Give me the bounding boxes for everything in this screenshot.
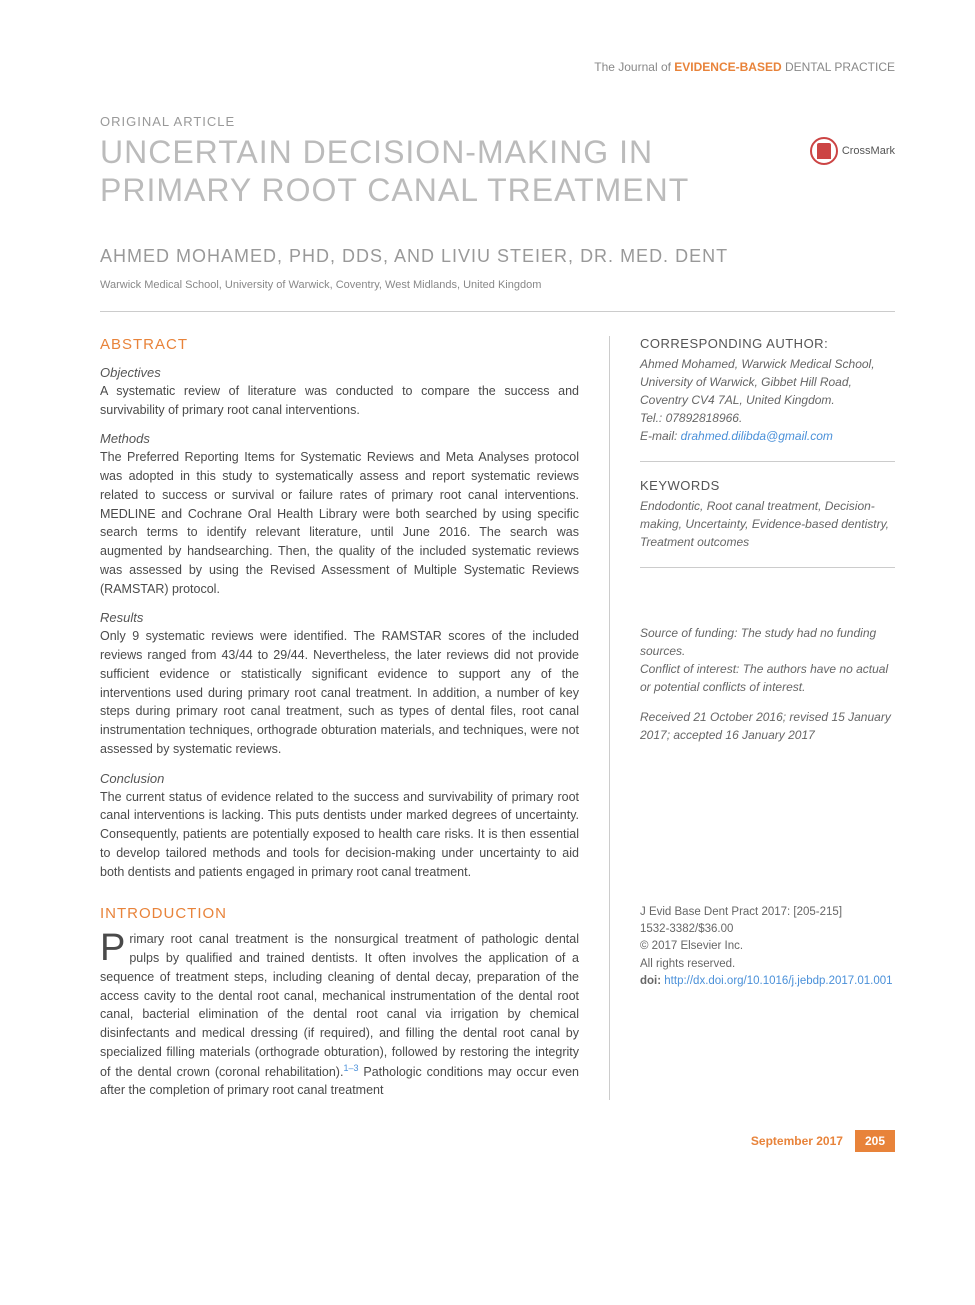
publication-info: J Evid Base Dent Pract 2017: [205-215] 1… <box>640 904 895 990</box>
email-label: E-mail: <box>640 429 681 443</box>
crossmark-label: CrossMark <box>842 145 895 157</box>
doi-link[interactable]: http://dx.doi.org/10.1016/j.jebdp.2017.0… <box>664 975 892 987</box>
affiliation: Warwick Medical School, University of Wa… <box>100 279 895 291</box>
side-divider <box>640 461 895 462</box>
corresponding-text: Ahmed Mohamed, Warwick Medical School, U… <box>640 355 895 445</box>
side-column: CORRESPONDING AUTHOR: Ahmed Mohamed, War… <box>610 336 895 1100</box>
introduction-text: Primary root canal treatment is the nons… <box>100 930 579 1100</box>
article-type: ORIGINAL ARTICLE <box>100 114 895 129</box>
methods-label: Methods <box>100 431 579 446</box>
journal-highlight: EVIDENCE-BASED <box>674 60 781 74</box>
corresponding-address: Ahmed Mohamed, Warwick Medical School, U… <box>640 357 875 407</box>
article-title: UNCERTAIN DECISION-MAKING IN PRIMARY ROO… <box>100 133 790 210</box>
intro-part1: rimary root canal treatment is the nonsu… <box>100 932 579 1078</box>
journal-suffix: DENTAL PRACTICE <box>782 60 895 74</box>
objectives-label: Objectives <box>100 365 579 380</box>
methods-text: The Preferred Reporting Items for System… <box>100 448 579 598</box>
footer-date: September 2017 <box>751 1134 843 1148</box>
footer-page-number: 205 <box>855 1130 895 1152</box>
authors: AHMED MOHAMED, PHD, DDS, AND LIVIU STEIE… <box>100 246 895 267</box>
doi-label: doi: <box>640 975 664 987</box>
corresponding-tel: Tel.: 07892818966. <box>640 411 742 425</box>
dates-text: Received 21 October 2016; revised 15 Jan… <box>640 708 895 744</box>
abstract-heading: ABSTRACT <box>100 336 579 353</box>
results-label: Results <box>100 610 579 625</box>
journal-header: The Journal of EVIDENCE-BASED DENTAL PRA… <box>100 60 895 74</box>
conclusion-label: Conclusion <box>100 771 579 786</box>
corresponding-heading: CORRESPONDING AUTHOR: <box>640 336 895 351</box>
reference-link[interactable]: 1–3 <box>343 1063 358 1073</box>
main-column: ABSTRACT Objectives A systematic review … <box>100 336 610 1100</box>
page-footer: September 2017 205 <box>100 1130 895 1152</box>
keywords-text: Endodontic, Root canal treatment, Decisi… <box>640 497 895 551</box>
journal-prefix: The Journal of <box>594 60 674 74</box>
issn: 1532-3382/$36.00 <box>640 921 895 938</box>
divider <box>100 311 895 312</box>
conflict-text: Conflict of interest: The authors have n… <box>640 660 895 696</box>
citation: J Evid Base Dent Pract 2017: [205-215] <box>640 904 895 921</box>
dropcap: P <box>100 930 129 964</box>
objectives-text: A systematic review of literature was co… <box>100 382 579 420</box>
introduction-heading: INTRODUCTION <box>100 905 579 922</box>
copyright: © 2017 Elsevier Inc. <box>640 938 895 955</box>
crossmark-icon <box>810 137 838 165</box>
conclusion-text: The current status of evidence related t… <box>100 788 579 882</box>
funding-text: Source of funding: The study had no fund… <box>640 624 895 660</box>
email-link[interactable]: drahmed.dilibda@gmail.com <box>681 429 833 443</box>
keywords-heading: KEYWORDS <box>640 478 895 493</box>
crossmark-badge[interactable]: CrossMark <box>810 137 895 165</box>
side-divider <box>640 567 895 568</box>
results-text: Only 9 systematic reviews were identifie… <box>100 627 579 758</box>
rights: All rights reserved. <box>640 956 895 973</box>
